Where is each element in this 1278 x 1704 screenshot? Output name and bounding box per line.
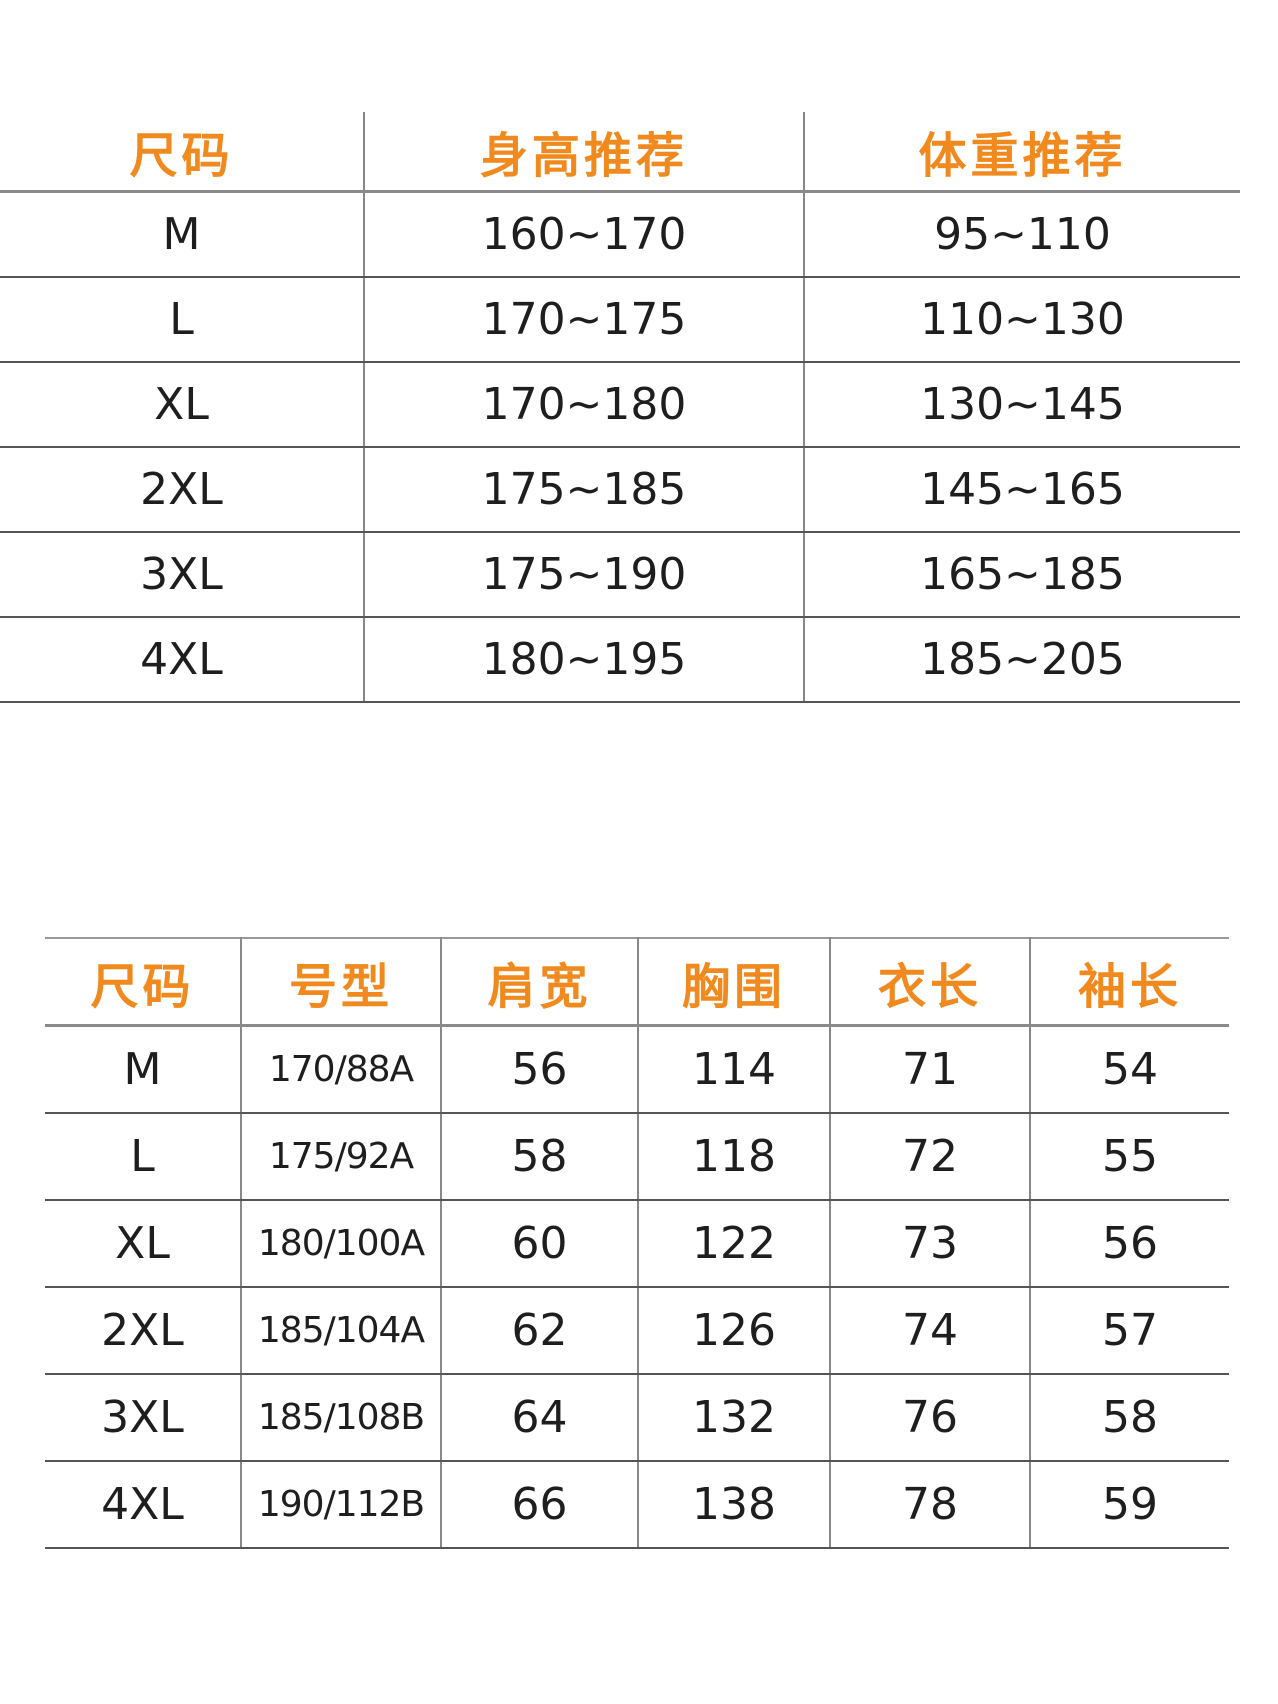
table-cell: 2XL [45,1287,241,1375]
table-cell: 160~170 [363,191,804,278]
table-cell: 175~185 [363,447,804,533]
table-row: 3XL 185/108B 64 132 76 58 [45,1374,1229,1462]
table-row: 2XL 175~185 145~165 [0,447,1240,533]
table-cell: 180/100A [240,1200,441,1288]
table-cell: 56 [440,1025,638,1114]
column-header: 衣长 [829,938,1030,1027]
table-cell: 3XL [45,1374,241,1462]
table-cell: 72 [829,1113,1030,1201]
size-measurement-table: 尺码 号型 肩宽 胸围 衣长 袖长 M 170/88A 56 114 71 54 L 175/92A 58… [45,937,1229,1549]
table-cell: 76 [829,1374,1030,1462]
table-cell: 64 [440,1374,638,1462]
table-cell: 185/104A [240,1287,441,1375]
table-cell: 54 [1029,1025,1229,1114]
table-cell: 180~195 [363,617,804,703]
table-cell: XL [0,362,364,448]
table-cell: 132 [637,1374,830,1462]
table-cell: 60 [440,1200,638,1288]
table-row: L 175/92A 58 118 72 55 [45,1113,1229,1201]
table-cell: XL [45,1200,241,1288]
table-cell: 58 [440,1113,638,1201]
table-cell: M [45,1025,241,1114]
table-cell: M [0,191,364,278]
table-cell: 74 [829,1287,1030,1375]
table-row: L 170~175 110~130 [0,277,1240,363]
table-row: 4XL 180~195 185~205 [0,617,1240,703]
table-cell: 122 [637,1200,830,1288]
column-header: 尺码 [0,112,364,193]
table-cell: 185/108B [240,1374,441,1462]
table-row: XL 170~180 130~145 [0,362,1240,448]
table-cell: 185~205 [803,617,1240,703]
table-cell: 4XL [0,617,364,703]
column-header: 体重推荐 [803,112,1240,193]
column-header: 身高推荐 [363,112,804,193]
table-cell: 130~145 [803,362,1240,448]
table-cell: 71 [829,1025,1030,1114]
column-header: 肩宽 [440,938,638,1027]
table-cell: 110~130 [803,277,1240,363]
table-cell: 4XL [45,1461,241,1549]
table-cell: 57 [1029,1287,1229,1375]
table-header-row: 尺码 号型 肩宽 胸围 衣长 袖长 [45,938,1229,1027]
table-cell: 55 [1029,1113,1229,1201]
table-cell: 3XL [0,532,364,618]
size-recommendation-table: 尺码 身高推荐 体重推荐 M 160~170 95~110 L 170~175 110~130… [0,112,1240,703]
table-cell: 58 [1029,1374,1229,1462]
table-cell: 175/92A [240,1113,441,1201]
table-cell: 170~180 [363,362,804,448]
table-cell: 126 [637,1287,830,1375]
table-cell: 170~175 [363,277,804,363]
table-cell: 165~185 [803,532,1240,618]
table-row: 2XL 185/104A 62 126 74 57 [45,1287,1229,1375]
column-header: 尺码 [45,938,241,1027]
table-row: M 170/88A 56 114 71 54 [45,1025,1229,1114]
table-row: XL 180/100A 60 122 73 56 [45,1200,1229,1288]
table-cell: 114 [637,1025,830,1114]
table-cell: 59 [1029,1461,1229,1549]
table-cell: 190/112B [240,1461,441,1549]
table-cell: 138 [637,1461,830,1549]
table-row: 4XL 190/112B 66 138 78 59 [45,1461,1229,1549]
table-cell: 2XL [0,447,364,533]
column-header: 号型 [240,938,441,1027]
table-cell: 78 [829,1461,1030,1549]
table-header-row: 尺码 身高推荐 体重推荐 [0,112,1240,193]
table-cell: 66 [440,1461,638,1549]
table-cell: 145~165 [803,447,1240,533]
table-row: M 160~170 95~110 [0,191,1240,278]
table-cell: L [45,1113,241,1201]
table-cell: 118 [637,1113,830,1201]
column-header: 袖长 [1029,938,1229,1027]
column-header: 胸围 [637,938,830,1027]
table-row: 3XL 175~190 165~185 [0,532,1240,618]
table-cell: 73 [829,1200,1030,1288]
table-cell: 95~110 [803,191,1240,278]
table-cell: 175~190 [363,532,804,618]
table-cell: 62 [440,1287,638,1375]
table-cell: L [0,277,364,363]
table-cell: 56 [1029,1200,1229,1288]
table-cell: 170/88A [240,1025,441,1114]
